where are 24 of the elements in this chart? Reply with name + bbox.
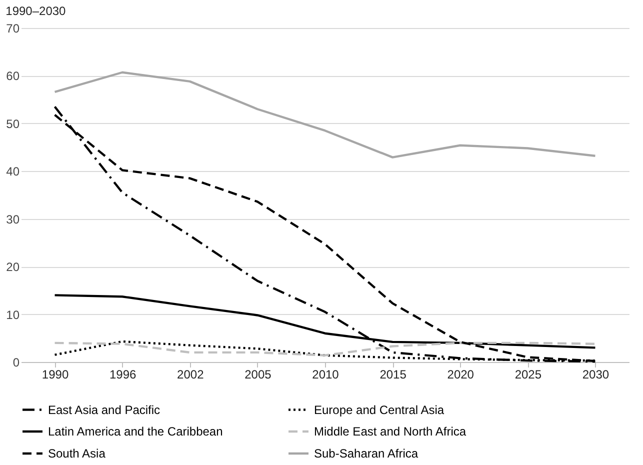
x-tick-label: 2020 xyxy=(447,368,474,382)
x-tick-label: 1996 xyxy=(109,368,137,382)
legend-label: South Asia xyxy=(48,446,106,460)
x-tick-label: 2030 xyxy=(582,368,610,382)
legend-label: Latin America and the Caribbean xyxy=(48,424,223,438)
y-tick-label: 0 xyxy=(12,356,20,370)
y-tick-label: 30 xyxy=(6,212,20,226)
x-tick-label: 2010 xyxy=(312,368,340,382)
legend-label: Europe and Central Asia xyxy=(314,402,444,417)
y-tick-label: 20 xyxy=(6,260,20,274)
y-tick-label: 70 xyxy=(6,22,20,36)
y-tick-label: 10 xyxy=(6,308,20,322)
chart-title: 1990–2030 xyxy=(6,4,66,18)
legend-label: Middle East and North Africa xyxy=(314,424,466,438)
y-tick-label: 50 xyxy=(6,116,20,131)
x-tick-label: 1990 xyxy=(42,368,69,382)
x-tick-label: 2015 xyxy=(380,368,407,382)
y-tick-label: 60 xyxy=(6,69,20,84)
x-tick-label: 2002 xyxy=(177,368,204,382)
y-tick-label: 40 xyxy=(6,164,20,179)
legend-label: Sub-Saharan Africa xyxy=(314,446,418,460)
legend-label: East Asia and Pacific xyxy=(48,402,160,417)
x-tick-label: 2025 xyxy=(514,368,542,382)
x-tick-label: 2005 xyxy=(244,368,272,382)
